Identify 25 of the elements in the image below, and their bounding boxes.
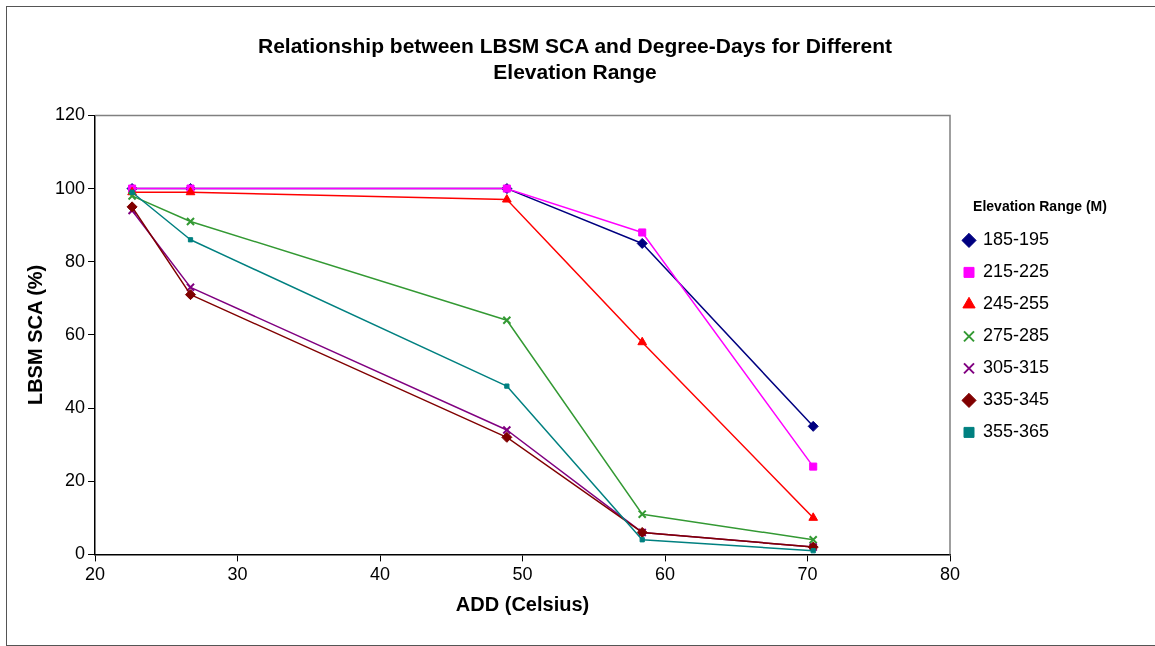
legend-label: 215-225 (983, 261, 1050, 282)
legend-title: Elevation Range (M) (973, 198, 1107, 215)
x-tick-label: 30 (227, 564, 248, 585)
y-tick-label: 0 (75, 543, 86, 564)
x-tick-label: 60 (655, 564, 676, 585)
y-tick-label: 100 (54, 177, 86, 198)
legend-label: 355-365 (983, 421, 1050, 442)
chart-title: Relationship between LBSM SCA and Degree-Days for Different Elevation Range (258, 34, 892, 83)
y-tick-label: 120 (54, 104, 86, 125)
legend-label: 335-345 (983, 389, 1050, 410)
y-tick-label: 60 (65, 323, 86, 344)
y-axis-title: LBSM SCA (%) (23, 264, 46, 406)
x-tick-label: 20 (85, 564, 106, 585)
y-tick-label: 80 (65, 250, 86, 271)
legend-label: 245-255 (983, 293, 1050, 314)
legend-label: 305-315 (983, 357, 1050, 378)
y-tick-label: 40 (65, 397, 86, 418)
legend-label: 275-285 (983, 325, 1050, 346)
x-axis-title: ADD (Celsius) (455, 592, 590, 615)
x-tick-label: 40 (370, 564, 391, 585)
x-tick-label: 80 (939, 564, 961, 585)
x-tick-label: 70 (797, 564, 818, 585)
legend-label: 185-195 (983, 229, 1050, 250)
y-tick-label: 20 (65, 470, 86, 491)
x-tick-label: 50 (512, 564, 533, 585)
